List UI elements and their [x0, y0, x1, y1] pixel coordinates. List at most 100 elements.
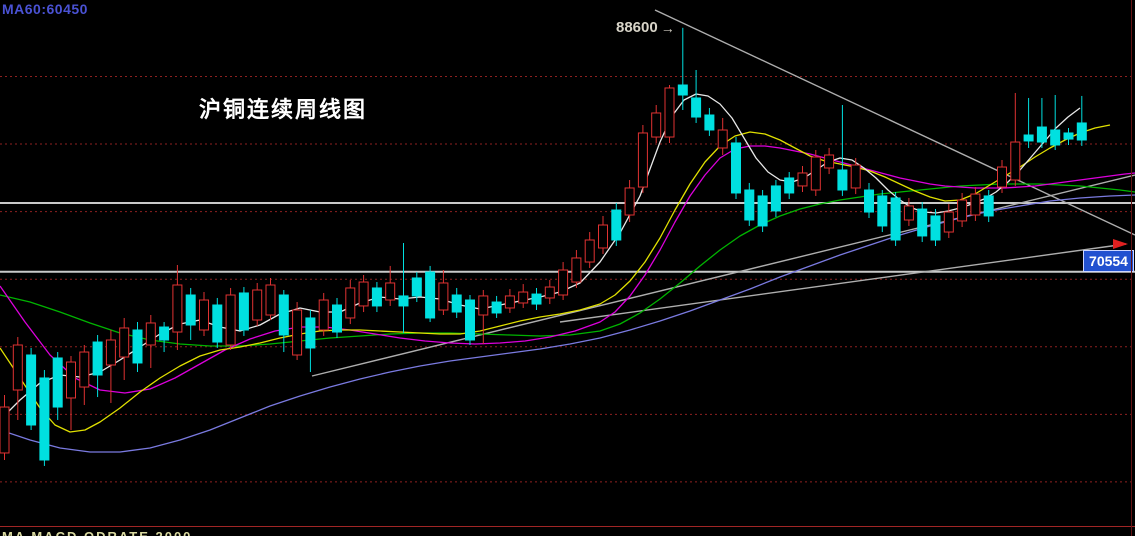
- candle-body: [651, 112, 662, 138]
- candle-body: [810, 156, 821, 191]
- candle-body: [1023, 134, 1034, 142]
- candle-body: [318, 299, 329, 331]
- candle-body: [66, 361, 76, 399]
- candle-body: [558, 269, 569, 296]
- candle-body: [571, 257, 582, 283]
- candle-body: [664, 87, 675, 138]
- candle-body: [119, 327, 130, 358]
- candle-body: [850, 164, 861, 189]
- candle-body: [877, 195, 888, 227]
- candle-body: [704, 114, 715, 131]
- candle-body: [132, 329, 143, 364]
- candle-body: [438, 282, 449, 311]
- candle-body: [903, 205, 914, 221]
- candle-body: [332, 304, 342, 333]
- candle-body: [305, 317, 316, 349]
- candle-body: [504, 295, 515, 309]
- candle-body: [159, 326, 170, 341]
- candle-body: [744, 189, 755, 221]
- candle-body: [997, 166, 1007, 188]
- candle-body: [930, 215, 941, 241]
- candle-body: [1063, 132, 1074, 140]
- candle-body: [212, 304, 223, 343]
- candle-body: [970, 193, 981, 216]
- candle-body: [691, 97, 702, 118]
- candle-body: [425, 271, 436, 319]
- ma60-indicator-label: MA60:60450: [2, 1, 88, 17]
- candle-body: [598, 224, 608, 249]
- pane-divider-line: [0, 526, 1135, 527]
- candle-body: [292, 309, 303, 356]
- candle-body: [837, 169, 848, 191]
- candle-body: [199, 299, 209, 331]
- candle-body: [0, 406, 10, 454]
- candle-body: [943, 211, 954, 233]
- candle-body: [252, 289, 263, 321]
- candle-body: [225, 294, 236, 346]
- chart-right-border: [1131, 0, 1132, 536]
- peak-arrow-icon: →: [660, 19, 675, 36]
- candle-body: [637, 132, 648, 188]
- candle-body: [717, 129, 728, 149]
- candle-body: [544, 286, 555, 299]
- candle-body: [172, 284, 183, 333]
- candle-body: [105, 339, 116, 366]
- candle-body: [797, 172, 808, 187]
- candle-body: [611, 209, 622, 241]
- trendline-ascending-support: [311, 174, 1135, 377]
- candle-body: [478, 295, 489, 316]
- candle-body: [518, 291, 529, 304]
- candle-body: [238, 292, 249, 331]
- candle-body: [584, 239, 595, 263]
- candle-body: [92, 341, 103, 376]
- candle-body: [52, 357, 63, 408]
- candle-body: [624, 187, 635, 216]
- candle-body: [12, 344, 23, 391]
- candle-body: [784, 177, 795, 194]
- candle-body: [451, 294, 462, 313]
- candle-body: [39, 377, 50, 461]
- price-level-tag: 70554: [1083, 250, 1134, 272]
- ma-slow-slate: [0, 194, 1135, 453]
- candle-body: [890, 197, 901, 241]
- ma-white: [0, 93, 1081, 421]
- candle-body: [1036, 126, 1047, 143]
- candle-body: [185, 294, 196, 326]
- candle-body: [1010, 141, 1021, 181]
- candle-body: [278, 294, 289, 336]
- candle-body: [265, 284, 276, 316]
- candle-body: [731, 142, 741, 194]
- candle-body: [957, 199, 968, 222]
- peak-price-annotation: 88600 →: [616, 19, 675, 36]
- candle-body: [770, 185, 781, 212]
- candle-body: [411, 277, 422, 297]
- candle-body: [917, 208, 928, 237]
- candle-body: [358, 281, 369, 307]
- candle-body: [371, 287, 382, 307]
- peak-price-label: 88600: [616, 19, 658, 36]
- candle-body: [864, 189, 874, 213]
- candle-body: [398, 295, 409, 307]
- candle-body: [491, 301, 502, 314]
- candle-body: [79, 351, 90, 388]
- candle-body: [345, 287, 356, 319]
- trendline-arrow-marker: [1113, 239, 1128, 249]
- candle-body: [531, 293, 542, 305]
- candle-body: [1076, 122, 1087, 141]
- ma-magenta: [0, 145, 1135, 394]
- candle-body: [677, 84, 688, 96]
- trendline-ascending-fan: [559, 243, 1127, 323]
- chart-title: 沪铜连续周线图: [199, 97, 368, 122]
- candle-body: [385, 282, 396, 301]
- candle-body: [465, 299, 475, 341]
- bottom-pane-clipped-text: MA MACD ODRATE 2000: [2, 529, 482, 536]
- trendline-descending-resistance: [654, 9, 1135, 236]
- candle-body: [1050, 129, 1061, 146]
- candle-body: [983, 195, 994, 217]
- candle-body: [824, 154, 835, 169]
- candle-body: [26, 354, 37, 426]
- candle-body: [757, 195, 768, 227]
- ma-yellow: [0, 124, 1111, 433]
